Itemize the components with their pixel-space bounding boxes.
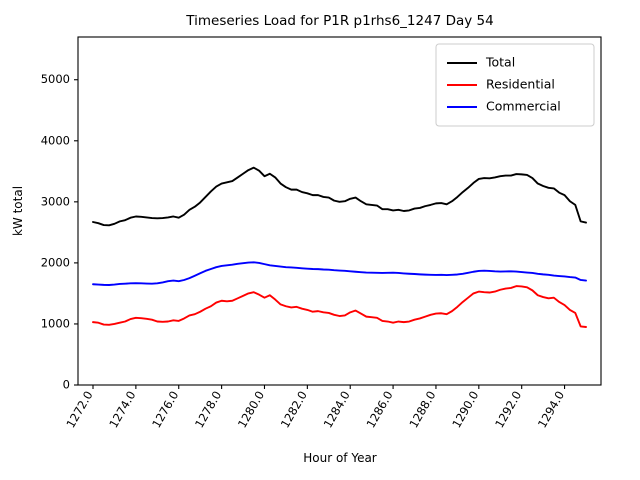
legend-label-commercial: Commercial xyxy=(486,99,561,114)
plot-frame xyxy=(77,36,602,386)
chart-title: Timeseries Load for P1R p1rhs6_1247 Day … xyxy=(185,13,493,29)
y-axis-title: kW total xyxy=(11,186,25,236)
y-axis-ticks: 0 1000 2000 3000 4000 5000 xyxy=(41,72,78,392)
chart-legend: Total Residential Commercial xyxy=(435,43,595,127)
y-tick-label: 0 xyxy=(63,378,70,392)
legend-label-residential: Residential xyxy=(486,77,555,92)
y-tick-label: 5000 xyxy=(41,72,70,86)
legend-label-total: Total xyxy=(485,55,515,70)
series-line-total xyxy=(92,166,587,227)
legend-background xyxy=(435,43,595,127)
y-tick-label: 4000 xyxy=(41,133,70,147)
y-tick-label: 2000 xyxy=(41,255,70,269)
y-tick-label: 3000 xyxy=(41,194,70,208)
plot-area-border xyxy=(77,36,602,386)
x-axis-title: Hour of Year xyxy=(303,451,377,465)
series-line-commercial xyxy=(92,261,587,286)
series-line-residential xyxy=(92,285,587,328)
y-tick-label: 1000 xyxy=(41,316,70,330)
data-series-group xyxy=(92,166,587,328)
